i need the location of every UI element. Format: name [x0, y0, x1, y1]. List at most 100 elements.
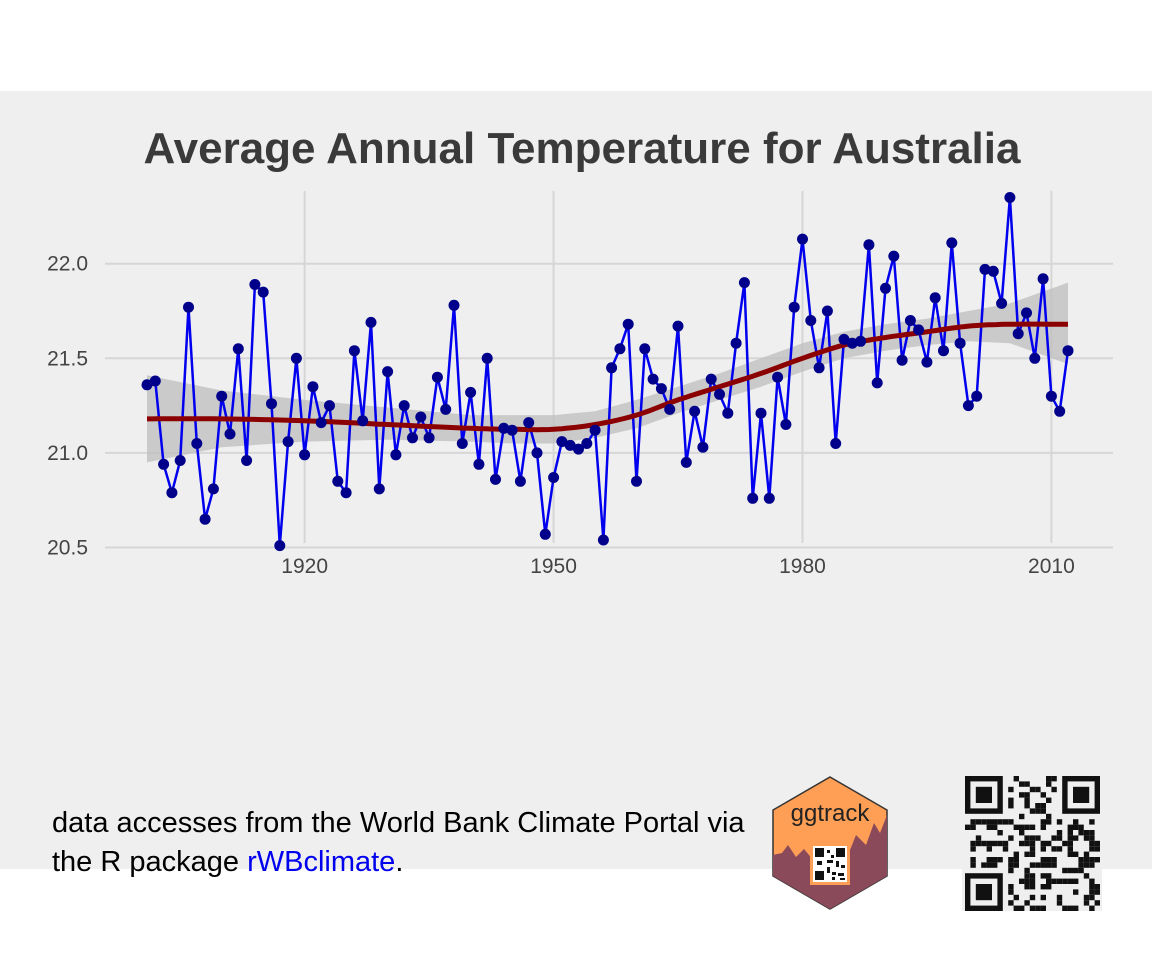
data-point: [166, 487, 178, 499]
data-point: [490, 473, 501, 485]
data-point: [871, 377, 883, 389]
data-point: [1004, 192, 1016, 203]
data-point: [954, 337, 966, 349]
data-point: [772, 371, 784, 383]
y-tick-label: 22.0: [47, 253, 88, 276]
data-point: [755, 407, 767, 419]
data-point: [971, 390, 983, 402]
data-point: [614, 343, 626, 355]
caption-line-2: the R package rWBclimate.: [52, 843, 745, 882]
confidence-ribbon-layer: [147, 282, 1068, 463]
data-point: [797, 233, 808, 245]
data-point: [382, 366, 394, 378]
data-point: [415, 411, 427, 423]
data-point: [340, 487, 352, 499]
data-point: [174, 455, 186, 466]
tick-label-layer: 20.5 21.0 21.5 22.0 1920 1950 1980 2010: [47, 253, 1075, 578]
data-point: [539, 528, 551, 540]
data-point: [556, 436, 568, 448]
data-point: [830, 438, 842, 449]
data-point: [266, 398, 277, 410]
data-point: [531, 447, 543, 459]
rwbclimate-link[interactable]: rWBclimate: [247, 846, 396, 878]
data-point: [855, 335, 867, 347]
plot-panel: Average Annual Temperature for Australia…: [0, 91, 1152, 911]
data-point: [481, 352, 493, 364]
ggtrack-logo: ggtrack: [770, 775, 890, 911]
data-point: [1021, 307, 1032, 319]
data-point: [838, 333, 850, 345]
data-point: [564, 439, 576, 451]
data-point: [158, 458, 170, 470]
data-point: [1045, 390, 1057, 402]
data-point: [224, 428, 236, 440]
data-point: [813, 362, 825, 374]
data-point: [747, 492, 759, 504]
data-point: [440, 403, 452, 415]
data-point: [1062, 345, 1074, 357]
data-point: [407, 432, 418, 444]
data-point: [365, 316, 377, 328]
chart: Average Annual Temperature for Australia…: [47, 124, 1113, 578]
data-point: [938, 345, 949, 357]
data-point: [274, 540, 286, 552]
data-point: [672, 320, 684, 332]
data-point: [1029, 352, 1041, 364]
data-point: [249, 279, 261, 290]
data-point: [390, 449, 402, 461]
data-point: [431, 371, 443, 383]
data-point: [606, 362, 618, 374]
data-point: [473, 458, 485, 470]
data-point: [979, 263, 991, 275]
data-point: [738, 277, 750, 289]
data-point: [655, 383, 667, 395]
data-point: [548, 472, 560, 483]
data-point: [880, 282, 891, 294]
point-layer: [141, 192, 1074, 552]
data-point: [896, 354, 908, 366]
caption-prefix: the R package: [52, 846, 248, 878]
data-point: [705, 373, 717, 385]
data-point: [241, 455, 253, 466]
data-point: [348, 345, 360, 357]
data-point: [689, 405, 701, 417]
hex-logo-icon: [772, 776, 888, 910]
y-tick-label: 20.5: [47, 537, 88, 560]
data-point: [987, 265, 999, 277]
data-point: [357, 415, 369, 427]
x-tick-label: 1980: [779, 555, 826, 578]
y-tick-label: 21.0: [47, 442, 88, 465]
data-point: [191, 438, 203, 449]
data-point: [398, 400, 410, 412]
chart-title: Average Annual Temperature for Australia: [144, 124, 1022, 173]
data-point: [332, 475, 344, 487]
data-point: [257, 286, 269, 298]
data-point: [846, 337, 858, 349]
grid-layer: [105, 191, 1113, 549]
y-tick-label: 21.5: [47, 347, 88, 370]
data-point: [888, 250, 900, 262]
data-point: [290, 352, 302, 364]
data-point: [714, 388, 725, 400]
caption-suffix: .: [395, 846, 404, 878]
data-point: [465, 386, 477, 398]
data-point: [498, 422, 510, 434]
source-caption: data accesses from the World Bank Climat…: [52, 804, 745, 882]
data-point: [697, 441, 709, 453]
data-point: [921, 356, 933, 368]
data-point: [207, 483, 219, 495]
data-point: [664, 403, 676, 415]
series-line-layer: [146, 197, 1070, 546]
data-point: [805, 315, 817, 326]
x-tick-label: 2010: [1028, 555, 1075, 578]
x-tick-label: 1950: [530, 555, 577, 578]
data-point: [913, 324, 925, 336]
data-point: [962, 400, 974, 412]
data-point: [232, 343, 244, 355]
data-point: [324, 400, 335, 412]
data-point: [373, 483, 385, 495]
smooth-line-layer: [147, 321, 1068, 433]
data-point: [647, 373, 659, 385]
data-point: [863, 239, 875, 251]
data-point: [523, 417, 535, 429]
